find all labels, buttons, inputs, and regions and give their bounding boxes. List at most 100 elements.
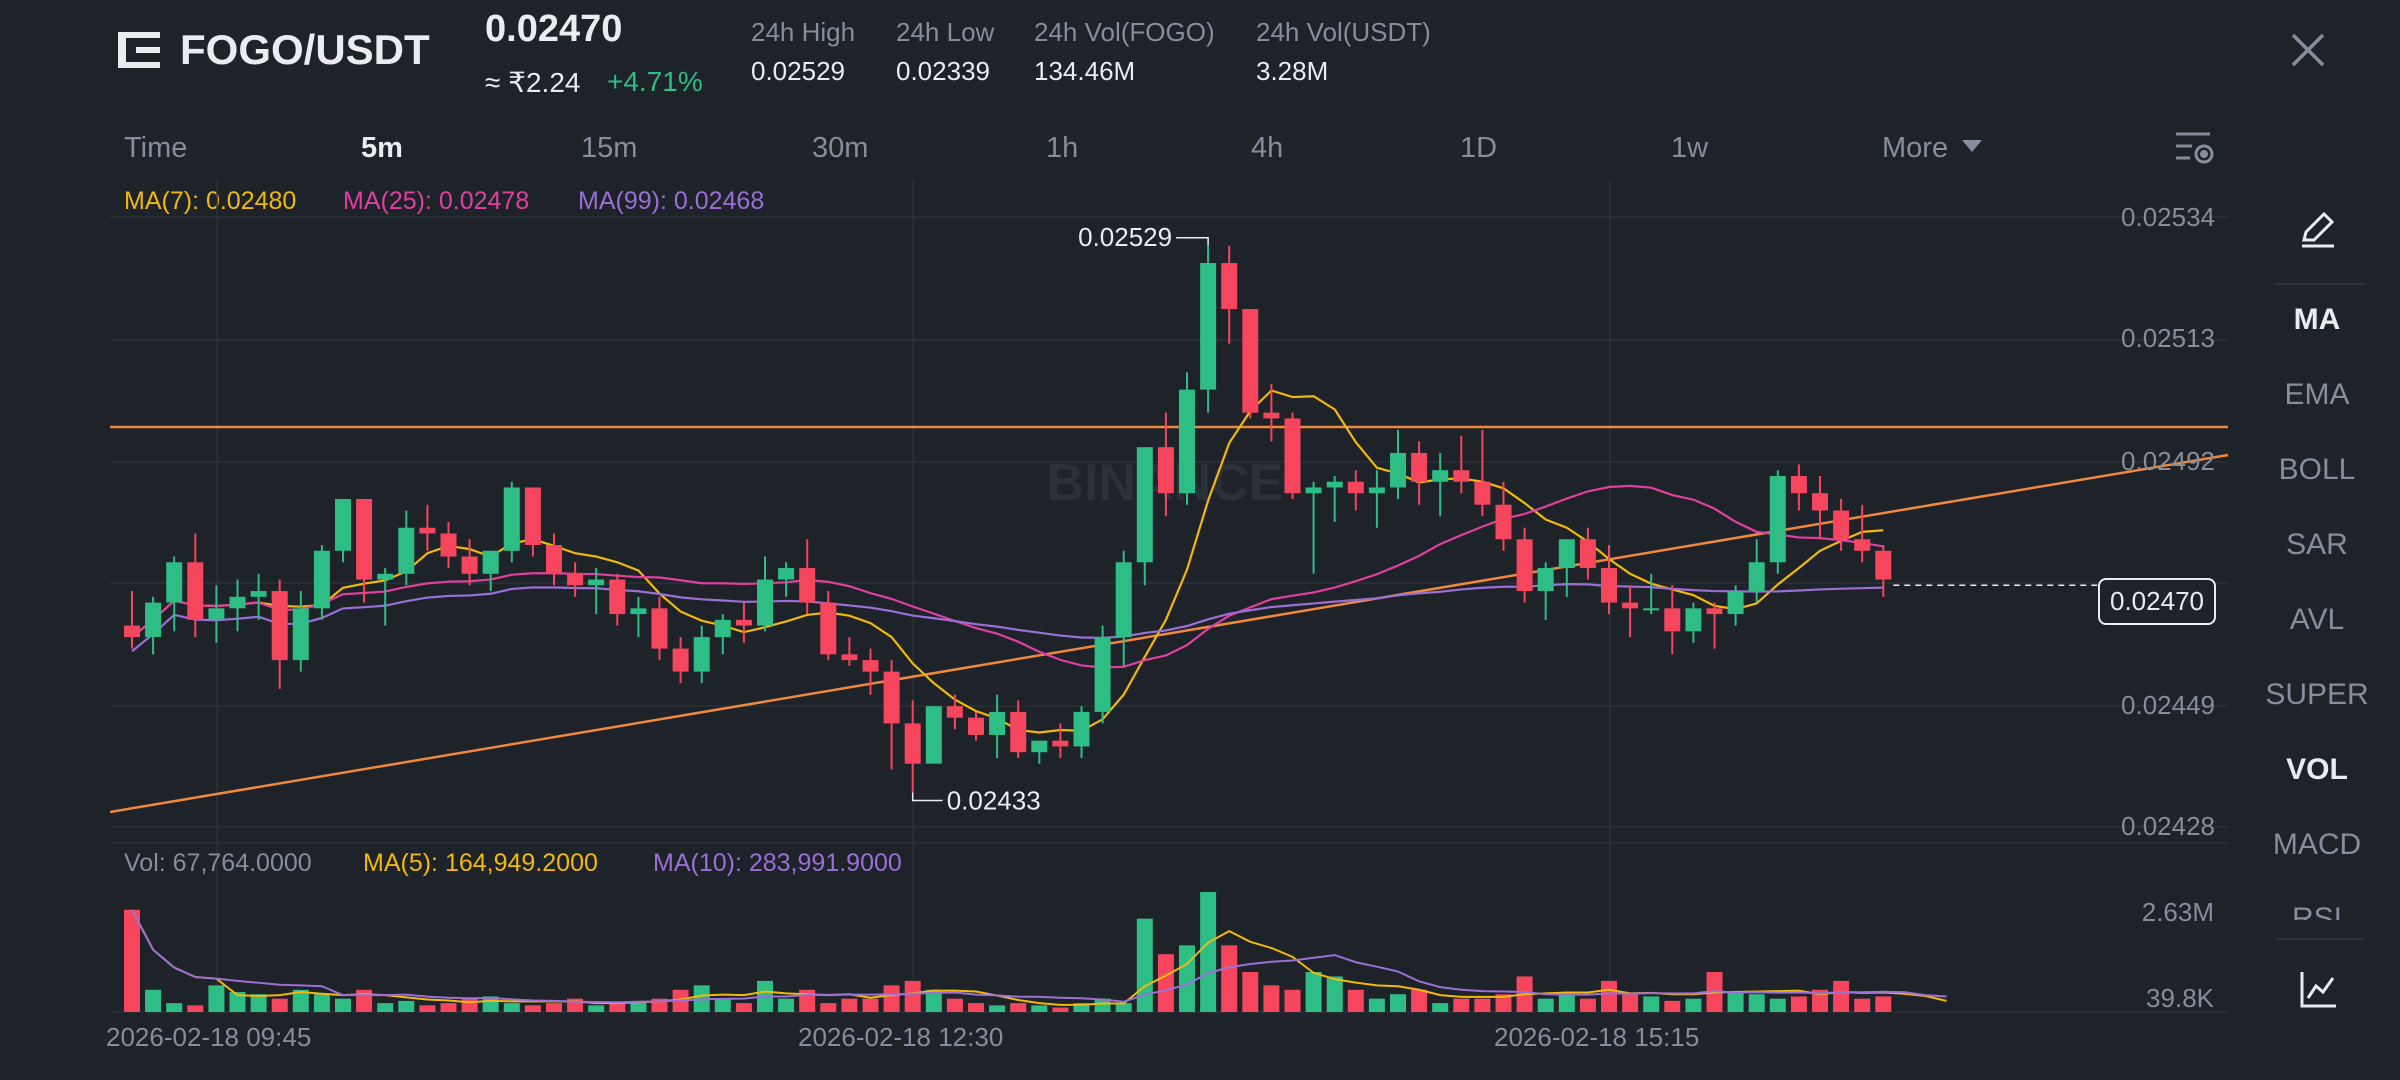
volume-bar: [1073, 1003, 1090, 1012]
volume-bar: [1601, 980, 1617, 1012]
volume-bar: [313, 994, 330, 1012]
volume-bar: [1643, 996, 1660, 1012]
ma7-line: [131, 389, 1884, 734]
candle: [1516, 539, 1533, 592]
indicator-vol[interactable]: VOL: [2286, 753, 2348, 786]
candle: [841, 654, 858, 661]
candle: [1390, 452, 1406, 488]
volume-bar: [1179, 945, 1195, 1012]
candle: [1601, 568, 1617, 603]
candle: [166, 562, 183, 603]
candle: [1748, 562, 1765, 592]
indicator-super[interactable]: SUPER: [2265, 678, 2369, 711]
candle: [482, 550, 499, 574]
caret-down-icon[interactable]: [1962, 140, 1982, 159]
candle: [292, 608, 309, 661]
volume-bar: [440, 1003, 457, 1012]
candle: [1347, 481, 1364, 494]
candle: [377, 573, 394, 580]
vol-axis-label: 39.8K: [2146, 983, 2214, 1013]
indicator-boll[interactable]: BOLL: [2278, 453, 2356, 486]
price-axis-label: 0.02513: [2121, 323, 2215, 353]
candle: [1284, 418, 1301, 494]
candle: [524, 487, 541, 546]
pair-title[interactable]: FOGO/USDT: [180, 26, 430, 73]
volume-bar: [904, 980, 921, 1012]
volume-bar: [1474, 998, 1491, 1012]
volume-bar: [1622, 994, 1639, 1012]
volume-bar: [292, 989, 309, 1012]
candle: [461, 556, 478, 574]
tf-30m[interactable]: 30m: [812, 132, 869, 164]
volume-bar: [1875, 996, 1892, 1012]
indicator-rsi[interactable]: RSI: [2291, 902, 2342, 920]
candle: [672, 648, 689, 672]
volume-bar: [1242, 972, 1259, 1012]
candle: [1242, 309, 1259, 413]
volume-bar: [630, 1000, 647, 1012]
candle: [693, 637, 710, 672]
volume-bar: [1432, 1003, 1449, 1012]
volume-bar: [778, 998, 795, 1012]
menu-icon[interactable]: [118, 30, 162, 70]
time-axis-label: 2026-02-18 15:15: [1494, 1022, 1700, 1052]
candle: [1368, 487, 1385, 494]
close-icon[interactable]: [2290, 32, 2326, 68]
volume-bar: [187, 1005, 204, 1012]
candle: [208, 608, 225, 620]
volume-bar: [208, 985, 225, 1012]
volume-bar: [1094, 998, 1111, 1012]
volume-bar: [1579, 998, 1596, 1012]
tf-1d[interactable]: 1D: [1460, 132, 1498, 164]
volume-bar: [271, 998, 288, 1012]
chart-settings-icon[interactable]: [2174, 128, 2216, 173]
volume-bar: [250, 994, 267, 1012]
volume-bar: [841, 998, 858, 1012]
current-price-tag: 0.02470: [2098, 578, 2216, 625]
tf-4h[interactable]: 4h: [1251, 132, 1284, 164]
draw-tool-icon[interactable]: [2298, 208, 2338, 253]
indicator-sar[interactable]: SAR: [2286, 528, 2348, 561]
tf-15m[interactable]: 15m: [581, 132, 638, 164]
indicator-avl[interactable]: AVL: [2289, 603, 2345, 636]
tf-more[interactable]: More: [1882, 132, 1949, 164]
volume-bar: [1495, 994, 1512, 1012]
local-price: ≈ ₹2.24: [485, 67, 581, 98]
vol-ma10-line: [131, 909, 1947, 1004]
time-axis-label: 2026-02-18 09:45: [106, 1022, 312, 1052]
candle: [398, 527, 415, 574]
candle: [588, 579, 605, 586]
candle: [1790, 475, 1807, 494]
candle: [862, 660, 879, 672]
indicator-macd[interactable]: MACD: [2272, 828, 2362, 861]
volume-bar: [609, 1003, 626, 1012]
volume-bar: [1221, 945, 1238, 1012]
volume-bar: [1115, 1003, 1132, 1012]
candle: [1157, 447, 1174, 494]
tf-1h[interactable]: 1h: [1046, 132, 1079, 164]
candle: [250, 591, 267, 597]
ma99-line: [131, 582, 1884, 653]
tf-time[interactable]: Time: [124, 132, 188, 164]
candle: [799, 568, 816, 603]
volume-bar: [145, 989, 162, 1012]
candle: [1854, 539, 1871, 551]
line-chart-icon[interactable]: [2298, 970, 2338, 1015]
volume-bar: [1136, 918, 1153, 1012]
indicator-ma[interactable]: MA: [2293, 303, 2341, 336]
candle: [503, 487, 520, 551]
high-marker-line: [1176, 237, 1209, 246]
vol-axis-label: 2.63M: [2141, 897, 2214, 927]
indicator-ema[interactable]: EMA: [2284, 378, 2350, 411]
volume-bar: [862, 998, 879, 1012]
vol-ma5-line: [131, 909, 1947, 1006]
candle: [714, 619, 731, 638]
tf-5m[interactable]: 5m: [361, 132, 403, 164]
candle: [1136, 447, 1153, 563]
candle: [1558, 539, 1575, 569]
candle: [419, 527, 436, 534]
tf-1w[interactable]: 1w: [1671, 132, 1709, 164]
candle: [1622, 602, 1639, 609]
volume-bar: [989, 1005, 1006, 1012]
